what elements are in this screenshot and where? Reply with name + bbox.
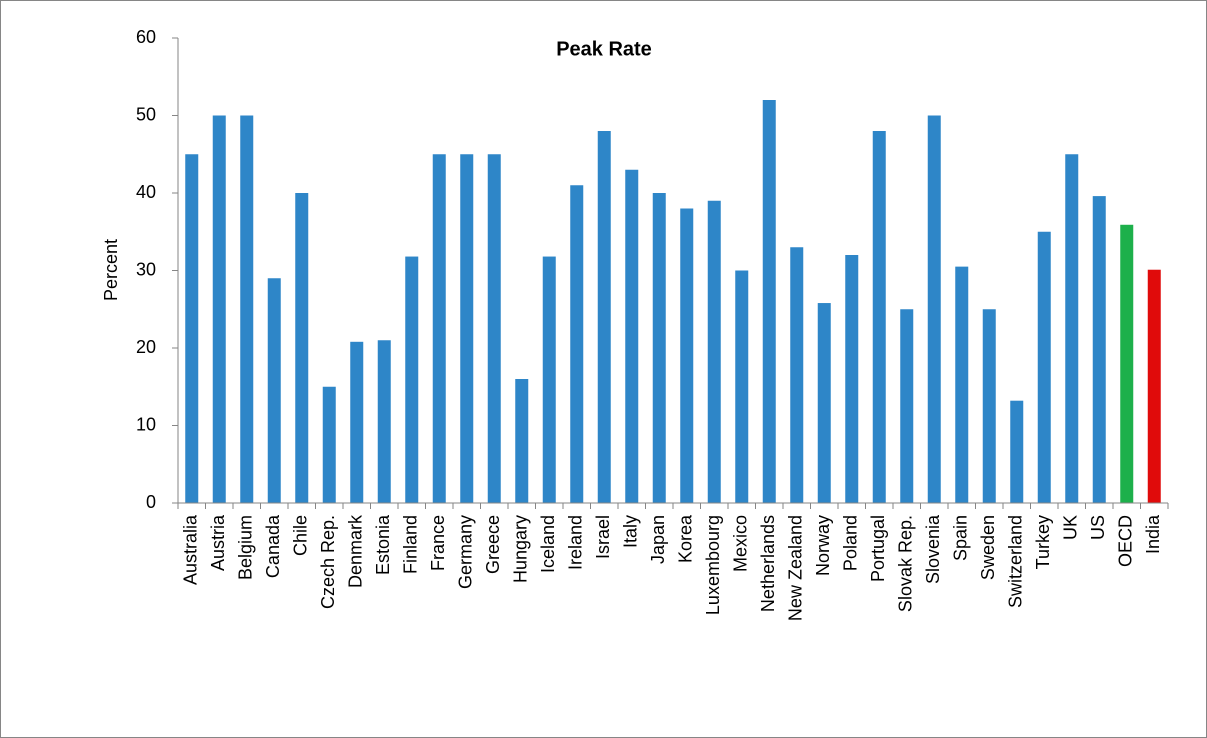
x-tick-label: Korea: [676, 514, 696, 563]
x-tick-label: UK: [1061, 515, 1081, 540]
x-tick-label: Spain: [951, 515, 971, 561]
x-tick-label: Mexico: [731, 515, 751, 572]
bar: [652, 193, 666, 503]
bar: [790, 247, 804, 503]
x-tick-label: Finland: [401, 515, 421, 574]
bar: [680, 208, 694, 503]
x-tick-label: US: [1088, 515, 1108, 540]
bar: [735, 270, 749, 503]
chart-title: Peak Rate: [556, 38, 652, 60]
x-tick-label: Greece: [483, 515, 503, 574]
x-tick-label: Turkey: [1033, 515, 1053, 569]
bar: [872, 131, 886, 503]
x-tick-label: Netherlands: [758, 515, 778, 612]
bar: [597, 131, 611, 503]
bar: [460, 154, 474, 503]
bar: [267, 278, 281, 503]
x-tick-label: Czech Rep.: [318, 515, 338, 609]
bar: [542, 256, 556, 503]
x-tick-label: Portugal: [868, 515, 888, 582]
y-tick-label: 0: [146, 492, 156, 512]
bar: [1065, 154, 1079, 503]
x-tick-label: Luxembourg: [703, 515, 723, 615]
bar: [432, 154, 446, 503]
x-tick-label: France: [428, 515, 448, 571]
x-tick-label: Chile: [291, 515, 311, 556]
bar: [377, 340, 391, 503]
x-tick-label: Austria: [208, 514, 228, 571]
x-tick-label: Belgium: [236, 515, 256, 580]
x-tick-label: OECD: [1116, 515, 1136, 567]
bar: [707, 200, 721, 503]
bar: [1092, 196, 1106, 503]
x-tick-label: Poland: [841, 515, 861, 571]
x-tick-label: Hungary: [511, 515, 531, 583]
x-tick-label: New Zealand: [786, 515, 806, 621]
bar: [955, 266, 969, 503]
y-axis-label: Percent: [101, 239, 121, 301]
bar: [212, 115, 226, 503]
x-tick-label: India: [1143, 514, 1163, 554]
x-tick-label: Ireland: [566, 515, 586, 570]
bar: [927, 115, 941, 503]
bar: [1037, 231, 1051, 503]
bar: [350, 341, 364, 503]
bar: [762, 100, 776, 503]
y-tick-label: 40: [136, 182, 156, 202]
bar: [1147, 269, 1161, 503]
x-tick-label: Switzerland: [1006, 515, 1026, 608]
x-tick-label: Slovak Rep.: [896, 515, 916, 612]
y-tick-label: 30: [136, 259, 156, 279]
x-tick-label: Japan: [648, 515, 668, 564]
bar: [322, 386, 336, 503]
bar: [185, 154, 199, 503]
bar: [515, 379, 529, 503]
x-tick-label: Estonia: [373, 514, 393, 575]
bar: [405, 256, 419, 503]
bar: [1120, 224, 1134, 503]
bar: [240, 115, 254, 503]
x-tick-label: Germany: [456, 515, 476, 589]
x-tick-label: Norway: [813, 515, 833, 576]
y-tick-label: 20: [136, 337, 156, 357]
bar: [487, 154, 501, 503]
bar: [845, 255, 859, 503]
x-tick-label: Sweden: [978, 515, 998, 580]
y-tick-label: 50: [136, 104, 156, 124]
bar: [570, 185, 584, 503]
x-tick-label: Iceland: [538, 515, 558, 573]
y-tick-label: 10: [136, 414, 156, 434]
y-tick-label: 60: [136, 27, 156, 47]
x-tick-label: Italy: [621, 515, 641, 548]
bar: [982, 309, 996, 503]
x-tick-label: Slovenia: [923, 514, 943, 584]
bar: [817, 303, 831, 503]
x-tick-label: Canada: [263, 514, 283, 578]
bar: [625, 169, 639, 503]
x-tick-label: Denmark: [346, 514, 366, 588]
bar: [900, 309, 914, 503]
x-tick-label: Israel: [593, 515, 613, 559]
bar: [1010, 400, 1024, 503]
bar: [295, 193, 309, 503]
x-tick-label: Australia: [181, 514, 201, 585]
